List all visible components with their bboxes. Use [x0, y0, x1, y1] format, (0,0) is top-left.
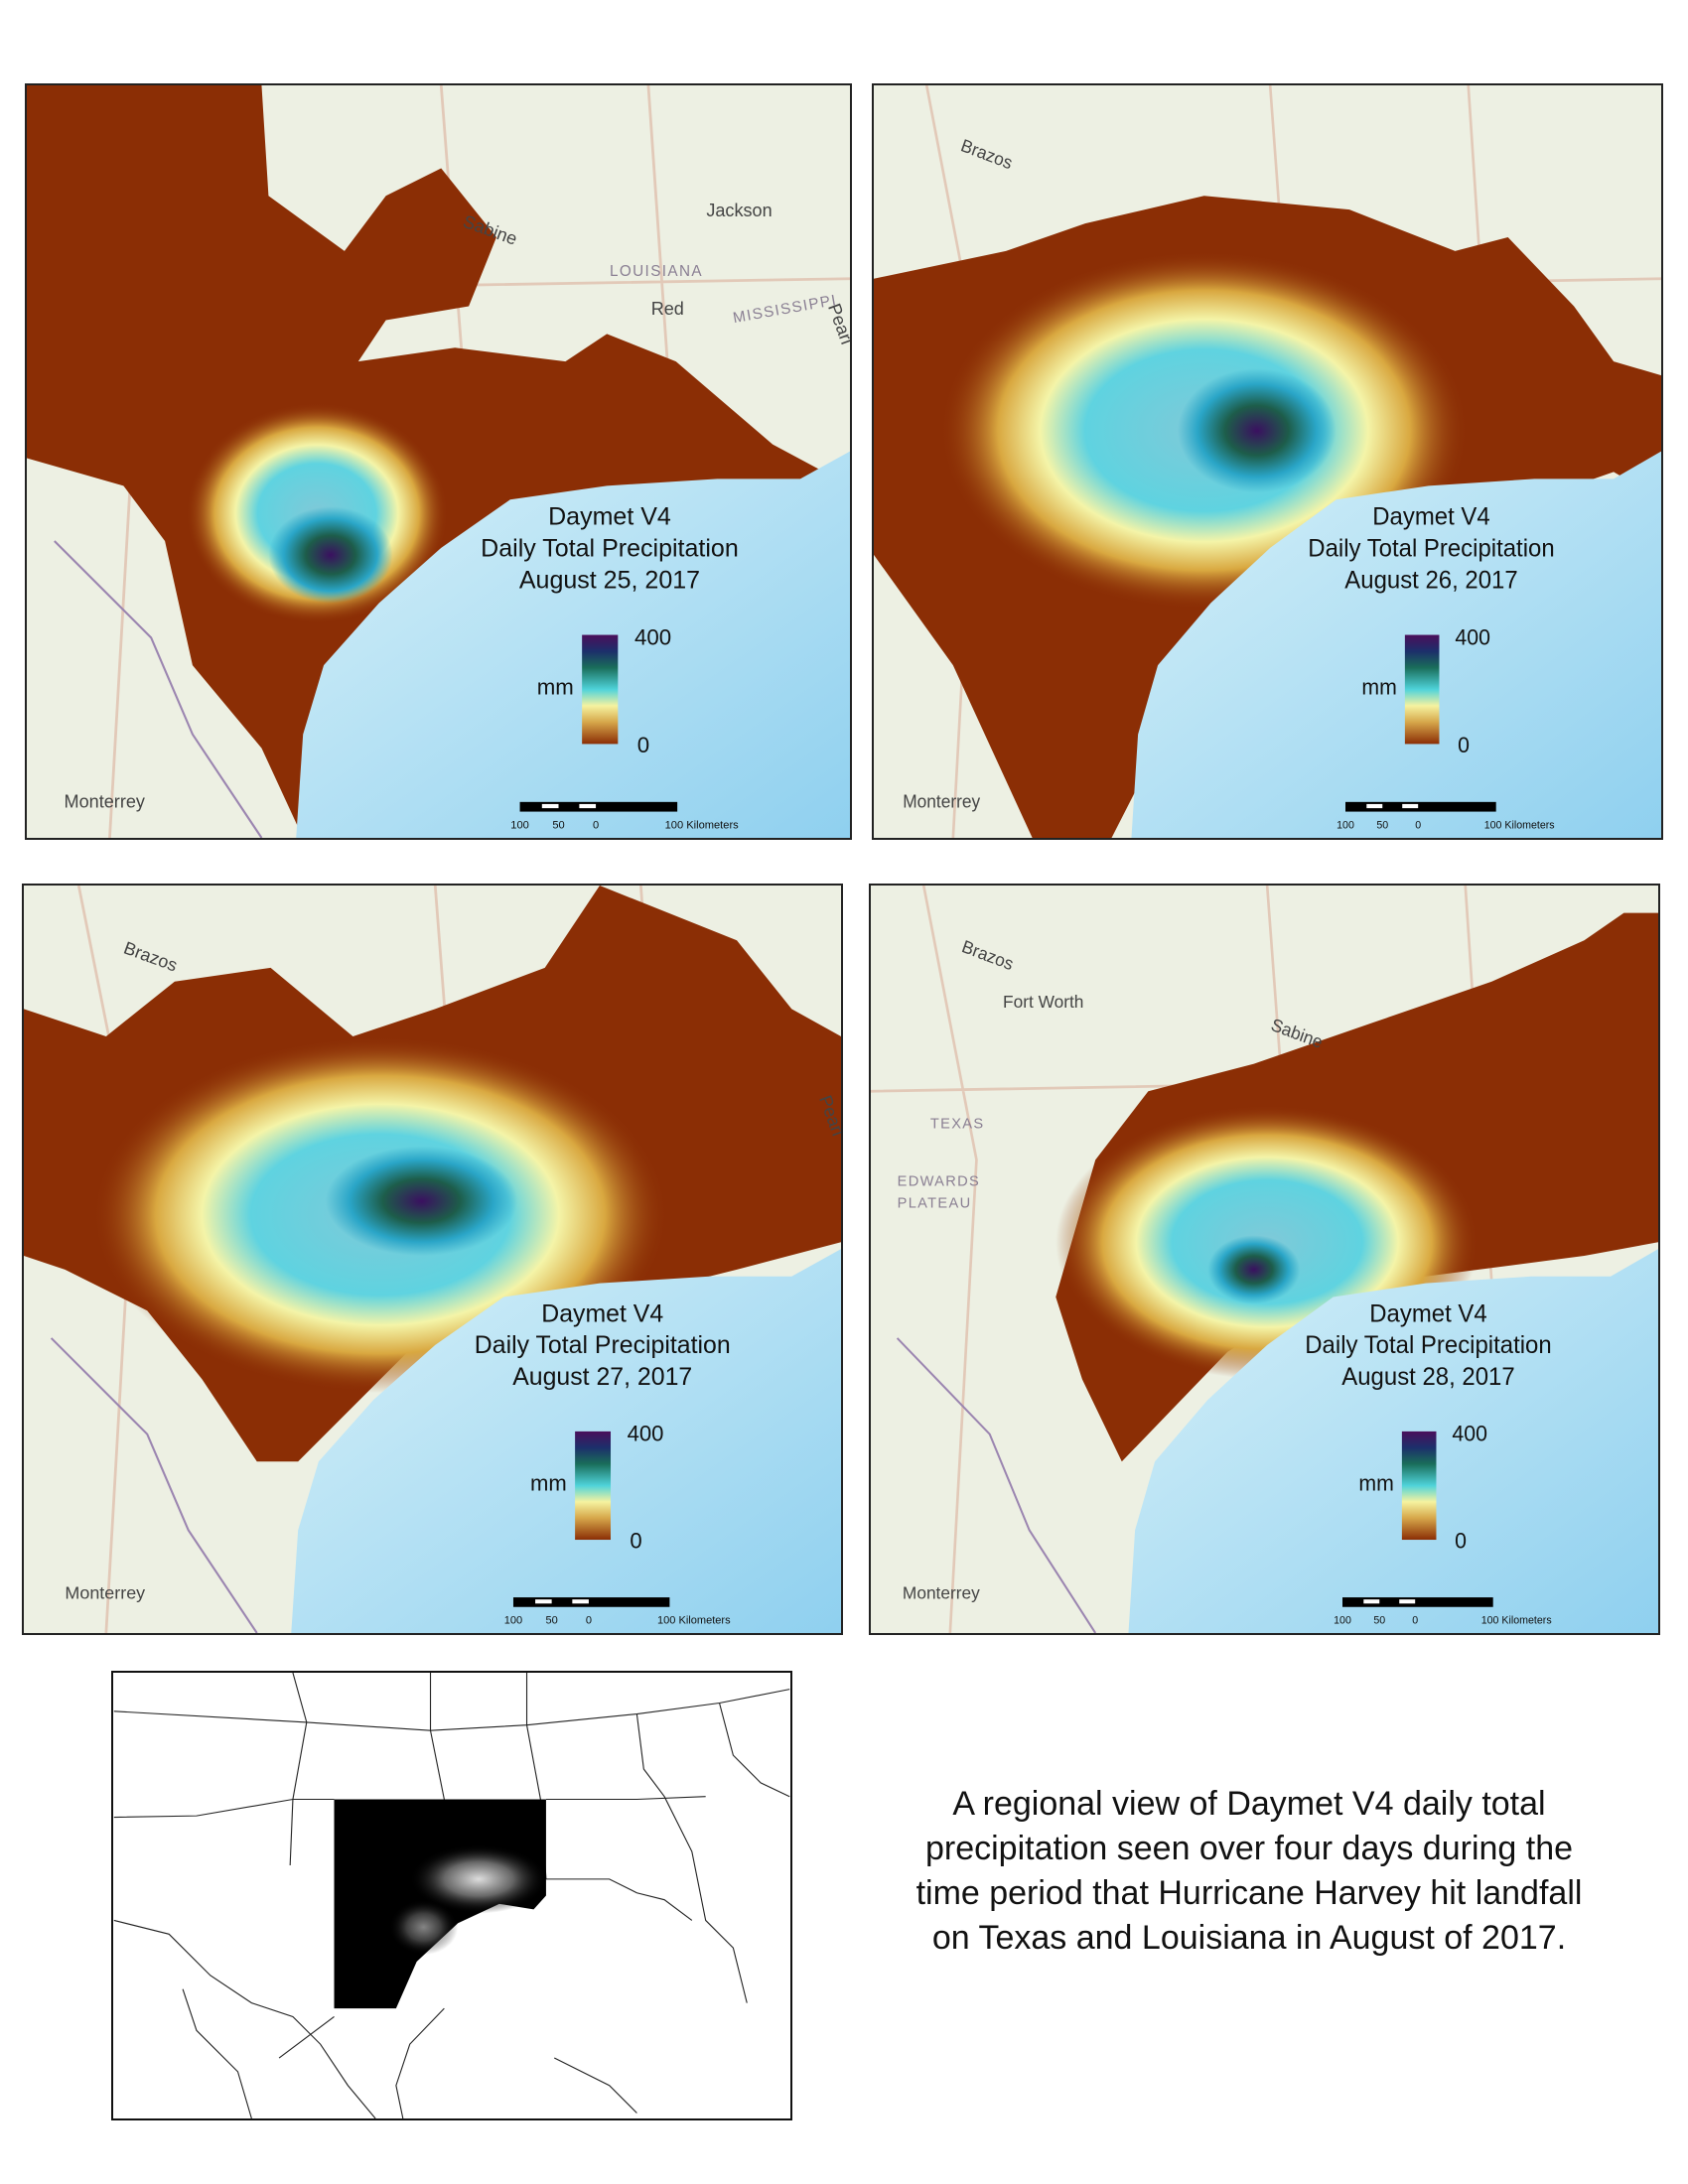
border: [896, 1337, 1097, 1633]
place-label: Monterrey: [903, 1582, 980, 1602]
panel-subtitle: Daily Total Precipitation: [1308, 535, 1554, 563]
scale-bar-segment: [1366, 803, 1383, 809]
map: Daymet V4 Daily Total Precipitation August…: [27, 85, 850, 838]
scale-bar-segment: [541, 803, 559, 809]
legend-unit: mm: [530, 1470, 567, 1495]
gulf: [291, 1249, 841, 1633]
place-label: TEXAS: [930, 1116, 985, 1132]
scale-label: 0: [1412, 1614, 1418, 1626]
place-label: Monterrey: [903, 791, 980, 811]
scale-bar-segment: [1399, 1599, 1416, 1604]
scale-label: 50: [552, 819, 564, 831]
place-label: Fort Worth: [1003, 992, 1083, 1012]
place-label: Jackson: [706, 201, 772, 220]
scale-label: 100 Kilometers: [665, 819, 740, 831]
map: Daymet V4 Daily Total Precipitation August…: [24, 886, 841, 1633]
panel-date: August 28, 2017: [1341, 1364, 1514, 1392]
legend-max: 400: [634, 624, 671, 649]
caption: A regional view of Daymet V4 daily total…: [852, 1782, 1646, 1961]
place-label: EDWARDS: [898, 1173, 981, 1189]
scale-bar: [1345, 801, 1496, 812]
caption-line: A regional view of Daymet V4 daily total: [952, 1785, 1546, 1823]
legend-min: 0: [1458, 732, 1470, 757]
inset-svg: [113, 1672, 790, 2119]
precip-high: [325, 1146, 518, 1257]
scale-label: 0: [593, 819, 599, 831]
map-panel: Daymet V4 Daily Total Precipitation August…: [872, 83, 1663, 840]
legend-max: 400: [628, 1422, 664, 1446]
gulf: [296, 451, 850, 838]
map-panel: Daymet V4 Daily Total Precipitation August…: [22, 884, 843, 1635]
precip-high: [268, 506, 393, 604]
scale-bar-segment: [535, 1599, 552, 1604]
panel-date: August 25, 2017: [519, 566, 700, 594]
scale-label: 100: [504, 1614, 522, 1626]
gulf: [1128, 1249, 1658, 1633]
panel-date: August 26, 2017: [1344, 567, 1517, 595]
scale-label: 100: [510, 819, 529, 831]
legend-bar: [1404, 634, 1440, 745]
scale-label: 0: [586, 1614, 592, 1626]
panel-title: Daymet V4: [1372, 503, 1489, 531]
legend-min: 0: [637, 733, 649, 757]
panel-subtitle: Daily Total Precipitation: [475, 1331, 731, 1359]
border: [54, 540, 263, 838]
place-label: LOUISIANA: [610, 263, 703, 280]
map: Daymet V4 Daily Total Precipitation August…: [871, 886, 1658, 1633]
scale-label: 100 Kilometers: [657, 1614, 731, 1626]
scale-label: 100: [1336, 819, 1354, 831]
scale-label: 0: [1415, 819, 1421, 831]
scale-bar: [1342, 1597, 1493, 1607]
scale-bar-segment: [1402, 803, 1419, 809]
map: Daymet V4 Daily Total Precipitation August…: [874, 85, 1661, 838]
legend-bar: [582, 634, 619, 745]
panel-title: Daymet V4: [1369, 1300, 1486, 1328]
legend-min: 0: [630, 1528, 641, 1553]
scale-label: 50: [545, 1614, 557, 1626]
scale-bar-segment: [1363, 1599, 1380, 1604]
scale-bar-segment: [579, 803, 597, 809]
inset-map: [111, 1671, 792, 2120]
place-label: Red: [651, 299, 684, 319]
legend-bar: [1401, 1431, 1437, 1541]
legend-max: 400: [1455, 624, 1490, 650]
border: [50, 1337, 258, 1633]
legend-min: 0: [1455, 1528, 1467, 1553]
scale-bar-segment: [572, 1599, 589, 1604]
legend-unit: mm: [1358, 1470, 1393, 1495]
panel-title: Daymet V4: [548, 502, 671, 530]
panel-subtitle: Daily Total Precipitation: [481, 534, 739, 562]
scale-label: 100 Kilometers: [1484, 819, 1555, 831]
place-label: PLATEAU: [898, 1195, 972, 1211]
legend-unit: mm: [1361, 674, 1396, 700]
caption-line: time period that Hurricane Harvey hit la…: [915, 1874, 1583, 1912]
map-panel: Daymet V4 Daily Total Precipitation August…: [25, 83, 852, 840]
state-lines: [113, 1672, 790, 2119]
precip-high: [1178, 368, 1336, 493]
precip-high: [1207, 1235, 1301, 1304]
precip-glow: [409, 1844, 548, 1914]
scale-bar: [512, 1597, 670, 1607]
legend-bar: [575, 1431, 612, 1541]
panel-subtitle: Daily Total Precipitation: [1305, 1332, 1551, 1360]
map-panel: Daymet V4 Daily Total Precipitation August…: [869, 884, 1660, 1635]
scale-label: 50: [1376, 819, 1388, 831]
legend-max: 400: [1452, 1421, 1486, 1445]
scale-label: 100 Kilometers: [1481, 1614, 1553, 1626]
scale-bar: [519, 801, 678, 812]
panel-date: August 27, 2017: [512, 1363, 692, 1391]
gulf: [1131, 451, 1661, 838]
place-label: Monterrey: [65, 1582, 145, 1602]
legend-unit: mm: [537, 674, 574, 699]
precip-glow: [388, 1899, 459, 1956]
scale-label: 50: [1373, 1614, 1385, 1626]
scale-label: 100: [1334, 1614, 1351, 1626]
panel-title: Daymet V4: [541, 1299, 663, 1327]
caption-line: on Texas and Louisiana in August of 2017…: [931, 1919, 1567, 1957]
place-label: Monterrey: [65, 791, 145, 811]
caption-line: precipitation seen over four days during…: [924, 1830, 1574, 1867]
